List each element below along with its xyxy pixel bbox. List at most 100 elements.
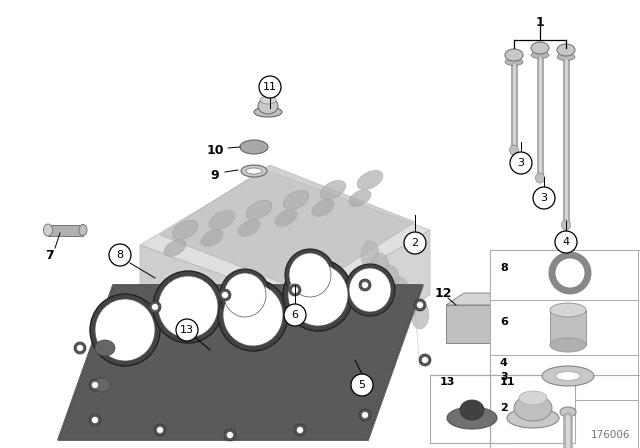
Ellipse shape	[505, 59, 523, 65]
Text: 3: 3	[500, 372, 508, 382]
Ellipse shape	[220, 269, 270, 321]
Circle shape	[294, 424, 306, 436]
Ellipse shape	[164, 240, 186, 256]
Circle shape	[552, 255, 588, 291]
Circle shape	[296, 426, 303, 434]
Circle shape	[259, 76, 281, 98]
Text: 4: 4	[500, 358, 508, 368]
Ellipse shape	[550, 303, 586, 317]
Bar	[490, 250, 638, 300]
Text: 6: 6	[500, 317, 508, 327]
Text: 3: 3	[541, 193, 547, 203]
Ellipse shape	[550, 338, 586, 352]
Ellipse shape	[90, 294, 160, 366]
Text: 7: 7	[45, 249, 54, 262]
Circle shape	[419, 354, 431, 366]
Polygon shape	[140, 245, 305, 370]
Ellipse shape	[283, 259, 353, 331]
Text: 8: 8	[500, 263, 508, 273]
Ellipse shape	[349, 190, 371, 207]
Ellipse shape	[288, 264, 348, 326]
Ellipse shape	[289, 253, 331, 297]
Text: 13: 13	[440, 377, 456, 387]
Bar	[430, 375, 515, 443]
Circle shape	[89, 414, 101, 426]
Ellipse shape	[557, 44, 575, 56]
Text: 4: 4	[563, 237, 570, 247]
Ellipse shape	[371, 253, 389, 281]
Text: 176006: 176006	[591, 430, 630, 440]
Ellipse shape	[381, 265, 399, 293]
Polygon shape	[140, 170, 430, 305]
Circle shape	[92, 417, 99, 423]
Polygon shape	[160, 165, 415, 292]
Ellipse shape	[507, 408, 559, 428]
Ellipse shape	[349, 268, 391, 312]
Circle shape	[291, 287, 298, 293]
Ellipse shape	[509, 145, 518, 155]
Circle shape	[219, 289, 231, 301]
Ellipse shape	[447, 407, 497, 429]
Ellipse shape	[79, 224, 87, 236]
Polygon shape	[58, 285, 423, 440]
Circle shape	[417, 302, 424, 309]
Ellipse shape	[201, 230, 223, 246]
Ellipse shape	[391, 277, 409, 305]
Ellipse shape	[246, 200, 272, 220]
Ellipse shape	[560, 407, 576, 417]
Ellipse shape	[172, 220, 198, 240]
Bar	[48, 225, 83, 236]
Text: 6: 6	[291, 310, 298, 320]
Text: 2: 2	[412, 238, 419, 248]
Ellipse shape	[531, 42, 549, 54]
Circle shape	[109, 244, 131, 266]
Ellipse shape	[153, 271, 223, 343]
Bar	[446, 305, 506, 343]
Text: 2: 2	[500, 403, 508, 413]
Ellipse shape	[320, 181, 346, 200]
Ellipse shape	[531, 52, 549, 59]
Circle shape	[510, 152, 532, 174]
Circle shape	[221, 292, 228, 298]
Circle shape	[359, 409, 371, 421]
Ellipse shape	[401, 289, 419, 317]
Ellipse shape	[556, 371, 580, 380]
Ellipse shape	[283, 190, 309, 210]
Ellipse shape	[542, 366, 594, 386]
Ellipse shape	[94, 378, 110, 392]
Circle shape	[149, 301, 161, 313]
Ellipse shape	[218, 279, 288, 351]
Circle shape	[404, 232, 426, 254]
Circle shape	[284, 304, 306, 326]
Circle shape	[154, 424, 166, 436]
Text: 13: 13	[180, 325, 194, 335]
Text: 12: 12	[435, 287, 452, 300]
Ellipse shape	[209, 211, 235, 230]
Ellipse shape	[514, 395, 552, 421]
Circle shape	[176, 319, 198, 341]
Circle shape	[89, 379, 101, 391]
Bar	[490, 400, 638, 448]
Text: 9: 9	[211, 168, 220, 181]
Ellipse shape	[460, 400, 484, 420]
Circle shape	[414, 299, 426, 311]
Ellipse shape	[345, 264, 395, 316]
Ellipse shape	[95, 340, 115, 356]
Ellipse shape	[536, 173, 545, 183]
Circle shape	[359, 279, 371, 291]
Ellipse shape	[238, 220, 260, 237]
Ellipse shape	[246, 168, 262, 174]
Text: 5: 5	[358, 380, 365, 390]
Circle shape	[362, 412, 369, 418]
Ellipse shape	[240, 140, 268, 154]
Ellipse shape	[260, 96, 276, 104]
Ellipse shape	[95, 299, 155, 361]
Circle shape	[362, 281, 369, 289]
Ellipse shape	[357, 170, 383, 190]
Circle shape	[92, 382, 99, 388]
Ellipse shape	[561, 220, 570, 230]
Ellipse shape	[158, 276, 218, 338]
Circle shape	[351, 374, 373, 396]
Ellipse shape	[519, 391, 547, 405]
Ellipse shape	[361, 241, 379, 269]
